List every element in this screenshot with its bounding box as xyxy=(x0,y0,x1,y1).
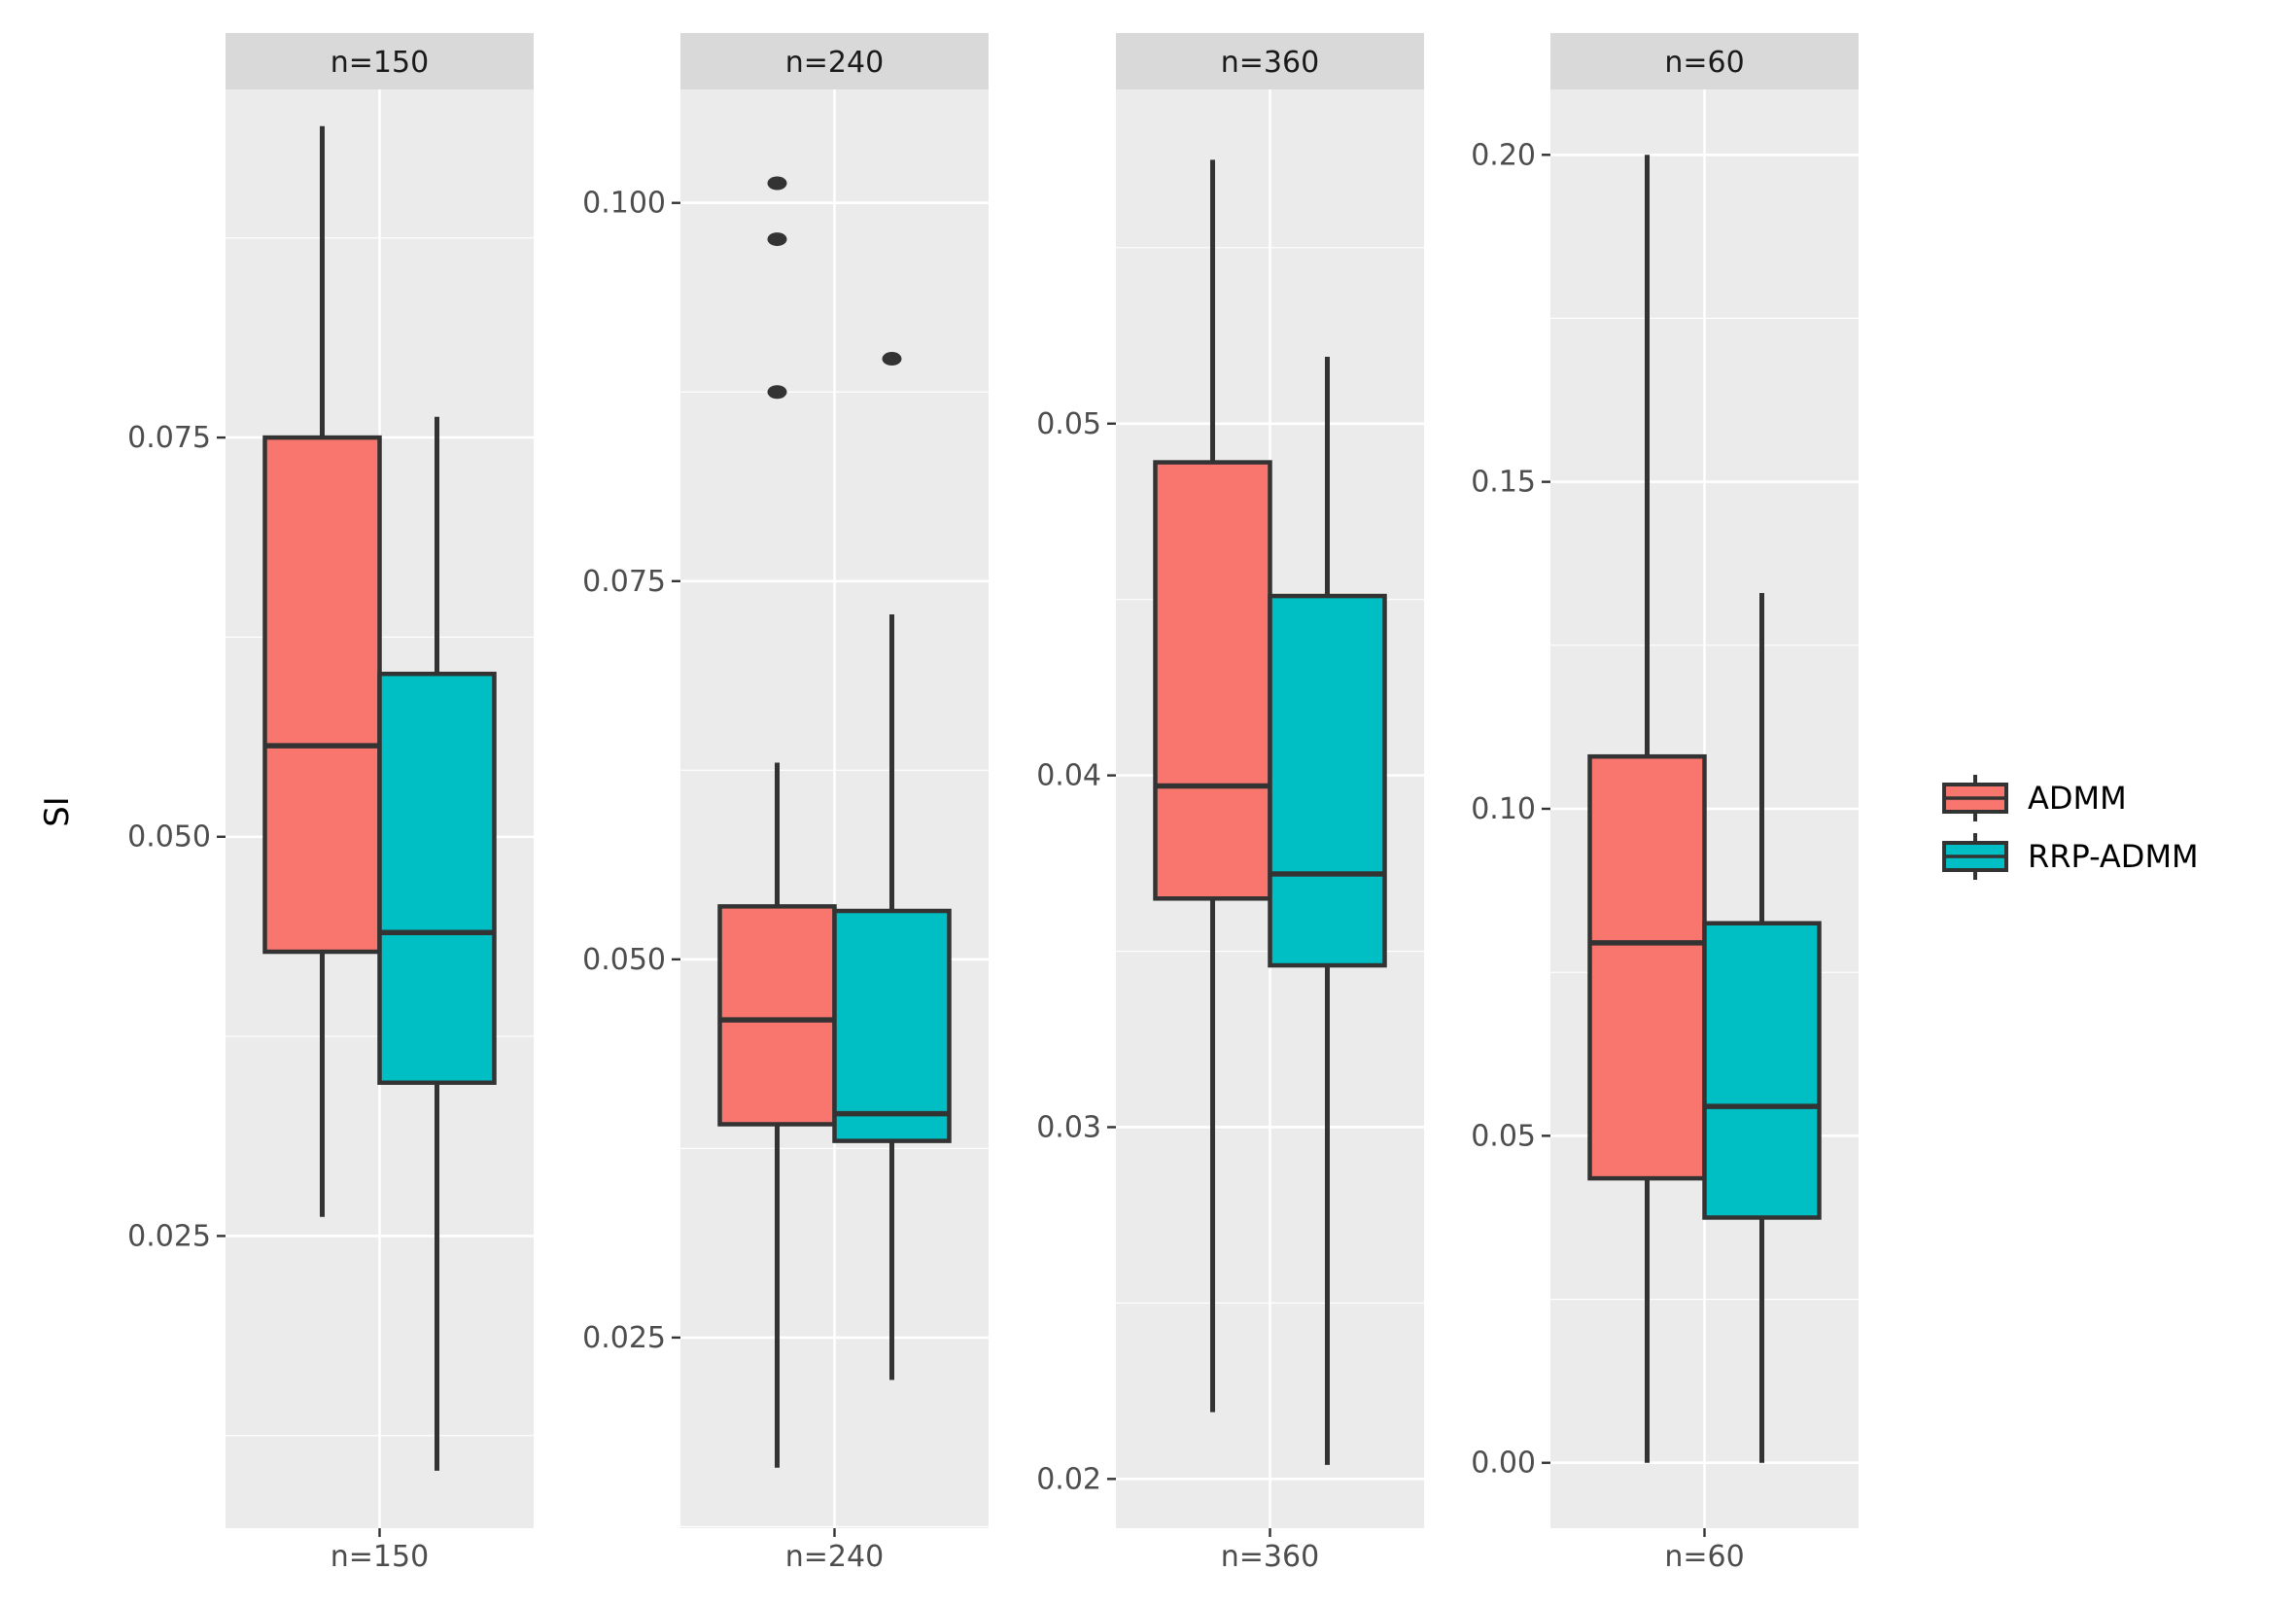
strip-label: n=240 xyxy=(785,46,884,80)
legend-item-rrp-admm: RRP-ADMM xyxy=(1942,833,2199,880)
x-tick-label: n=240 xyxy=(785,1540,884,1574)
strip-background xyxy=(226,33,534,89)
legend: ADMM RRP-ADMM xyxy=(1942,775,2199,880)
box-admm xyxy=(262,125,382,1217)
outlier-point xyxy=(882,352,902,366)
x-tick-label: n=60 xyxy=(1664,1540,1744,1574)
box-rrp-admm xyxy=(1702,593,1822,1463)
y-tick-label: 0.00 xyxy=(1471,1447,1536,1481)
box-rrp-admm xyxy=(377,416,497,1471)
y-tick-label: 0.025 xyxy=(582,1321,666,1355)
y-tick-label: 0.075 xyxy=(582,565,666,599)
box-admm xyxy=(1153,159,1272,1413)
y-axis-title: SI xyxy=(38,796,77,827)
box-admm xyxy=(717,176,837,1468)
box-iqr xyxy=(717,904,837,1127)
facet-panels: n=1500.0250.0500.075n=150n=2400.0250.050… xyxy=(127,33,1859,1574)
y-tick-label: 0.04 xyxy=(1036,759,1101,793)
box-iqr xyxy=(1153,460,1272,901)
box-iqr xyxy=(262,435,382,955)
box-iqr xyxy=(832,908,952,1143)
strip-background xyxy=(680,33,989,89)
y-tick-label: 0.050 xyxy=(582,943,666,977)
outlier-point xyxy=(767,176,787,191)
outlier-point xyxy=(767,232,787,247)
x-tick-label: n=360 xyxy=(1221,1540,1319,1574)
legend-label: RRP-ADMM xyxy=(2028,838,2199,875)
box-iqr xyxy=(1587,753,1707,1181)
strip-background xyxy=(1550,33,1859,89)
y-tick-label: 0.05 xyxy=(1036,407,1101,441)
box-rrp-admm xyxy=(832,352,952,1380)
panel-n-360: n=360 0.02 0.03 0.04 0.05 n=360 xyxy=(1036,33,1424,1574)
strip-label: n=150 xyxy=(330,46,429,80)
y-tick-label: 0.05 xyxy=(1471,1119,1536,1153)
y-tick-label: 0.10 xyxy=(1471,792,1536,826)
legend-label: ADMM xyxy=(2028,780,2127,817)
strip-label: n=60 xyxy=(1664,46,1744,80)
box-iqr xyxy=(377,671,497,1085)
x-tick-label: n=150 xyxy=(330,1540,429,1574)
box-admm xyxy=(1587,155,1707,1463)
box-rrp-admm xyxy=(1268,357,1387,1465)
y-tick-label: 0.02 xyxy=(1036,1462,1101,1496)
strip-label: n=360 xyxy=(1221,46,1319,80)
legend-item-admm: ADMM xyxy=(1942,775,2127,821)
panel-n-60: n=60 0.00 0.05 0.10 0.15 0.20 n=60 xyxy=(1471,33,1859,1574)
strip-background xyxy=(1116,33,1424,89)
y-tick-label: 0.100 xyxy=(582,187,666,221)
y-tick-label: 0.03 xyxy=(1036,1110,1101,1144)
panel-n-240: n=240 0.025 0.050 0.075 0.100 n=240 xyxy=(582,33,989,1574)
y-tick-label: 0.15 xyxy=(1471,466,1536,500)
y-tick-label: 0.025 xyxy=(127,1219,211,1253)
box-iqr xyxy=(1268,593,1387,968)
box-iqr xyxy=(1702,921,1822,1220)
y-tick-label: 0.075 xyxy=(127,421,211,455)
panel-n-150: n=150 0.025 0.050 0.075 n=150 xyxy=(127,33,534,1574)
y-tick-label: 0.20 xyxy=(1471,138,1536,172)
outlier-point xyxy=(767,385,787,400)
y-tick-label: 0.050 xyxy=(127,820,211,855)
